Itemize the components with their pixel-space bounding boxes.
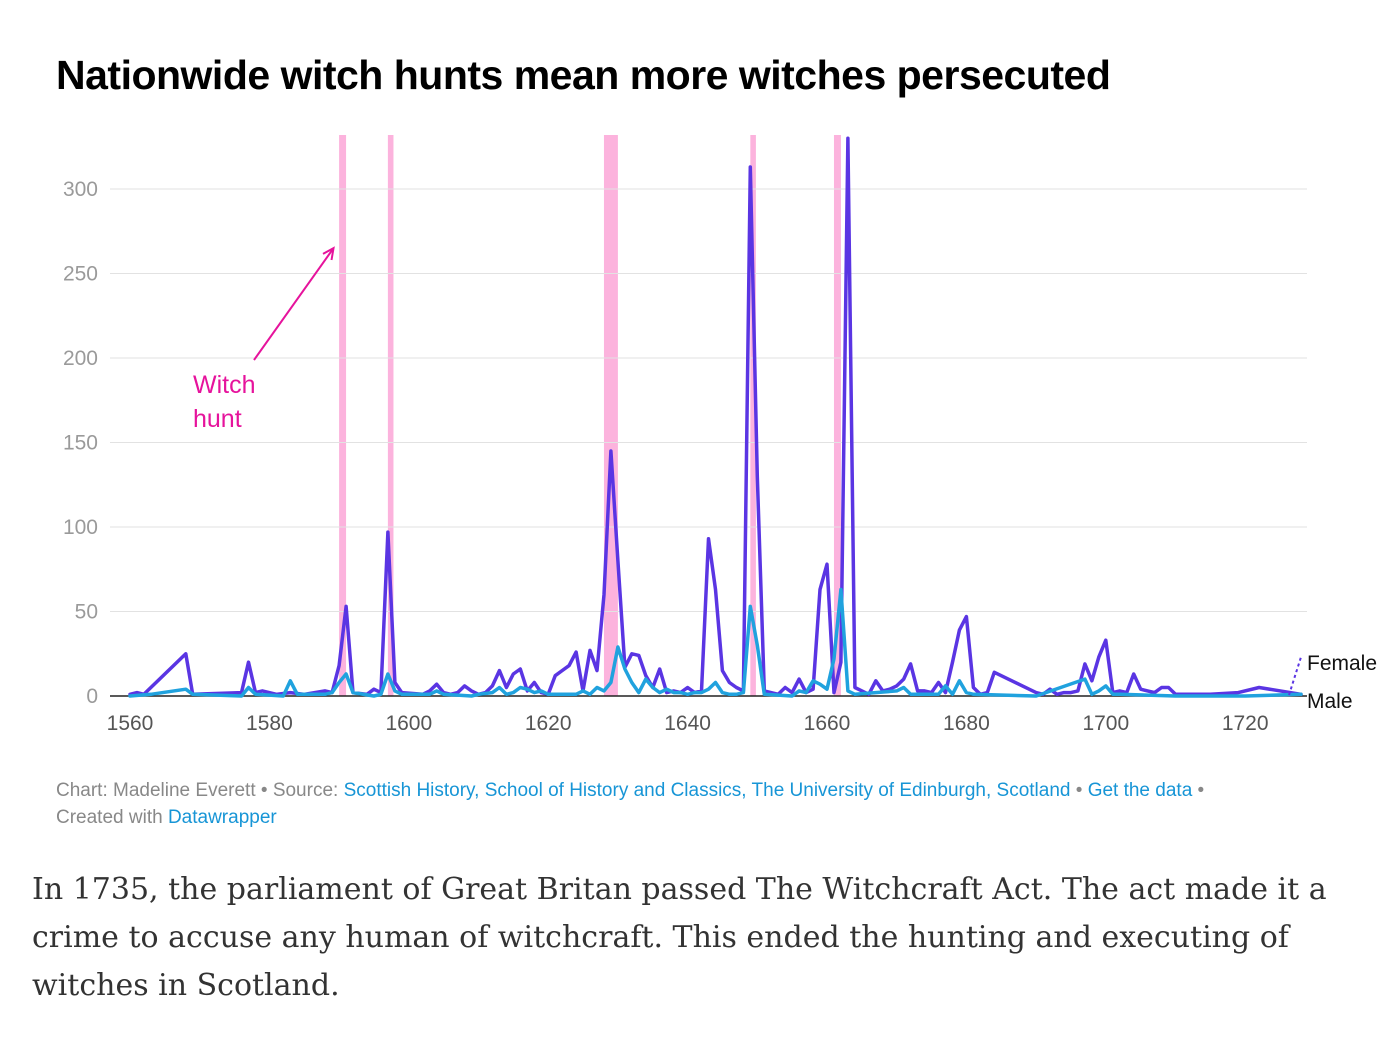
datawrapper-link[interactable]: Datawrapper	[167, 807, 277, 828]
female-series-label: Female	[1307, 652, 1377, 675]
x-tick-label: 1640	[664, 712, 711, 735]
witch-hunt-annotation: Witch hunt	[193, 246, 335, 433]
witch-hunt-band	[387, 135, 394, 696]
source-link[interactable]: Scottish History, School of History and …	[343, 780, 1071, 801]
x-tick-label: 1580	[246, 712, 293, 735]
male-series-label: Male	[1307, 690, 1353, 713]
y-tick-label: 200	[63, 347, 98, 370]
y-tick-label: 100	[63, 516, 98, 539]
x-tick-label: 1600	[385, 712, 432, 735]
x-tick-label: 1560	[107, 712, 154, 735]
separator: •	[255, 780, 273, 801]
annotation-label: hunt	[193, 405, 242, 433]
separator: •	[1070, 780, 1088, 801]
series-lines	[128, 136, 1303, 698]
x-axis-ticks: 1560 1580 1600 1620 1640 1660 1680 1700 1720	[107, 712, 1269, 735]
series-line-female	[128, 136, 1303, 697]
created-with-label: Created with	[56, 807, 168, 828]
series-end-labels: Female Male	[1288, 652, 1377, 713]
y-axis-ticks: 0 50 100 150 200 250 300	[63, 178, 98, 708]
separator: •	[1192, 780, 1205, 801]
chart-credit: Chart: Madeline Everett	[56, 780, 256, 801]
y-tick-label: 50	[75, 601, 98, 624]
annotation-label: Witch	[193, 371, 256, 399]
x-tick-label: 1660	[804, 712, 851, 735]
source-label: Source:	[272, 780, 344, 801]
article-paragraph: In 1735, the parliament of Great Britan …	[32, 872, 1327, 1003]
y-tick-label: 250	[63, 263, 98, 286]
y-tick-label: 0	[86, 685, 98, 708]
chart-title: Nationwide witch hunts mean more witches…	[56, 52, 1111, 98]
female-leader-line	[1288, 656, 1302, 696]
x-tick-label: 1720	[1222, 712, 1269, 735]
get-data-link[interactable]: Get the data	[1087, 780, 1193, 801]
x-tick-label: 1700	[1082, 712, 1129, 735]
y-tick-label: 300	[63, 178, 98, 201]
witch-hunt-band	[833, 135, 841, 696]
witch-hunt-band	[750, 135, 756, 696]
annotation-arrow-line	[253, 247, 335, 361]
y-tick-label: 150	[63, 432, 98, 455]
series-line-male	[128, 587, 1303, 698]
gridlines	[110, 188, 1307, 697]
x-tick-label: 1680	[943, 712, 990, 735]
chart-footer: Chart: Madeline Everett • Source: Scotti…	[56, 777, 1356, 831]
annotation-arrow-head	[322, 246, 335, 261]
witch-hunt-band	[339, 135, 347, 696]
x-tick-label: 1620	[525, 712, 572, 735]
